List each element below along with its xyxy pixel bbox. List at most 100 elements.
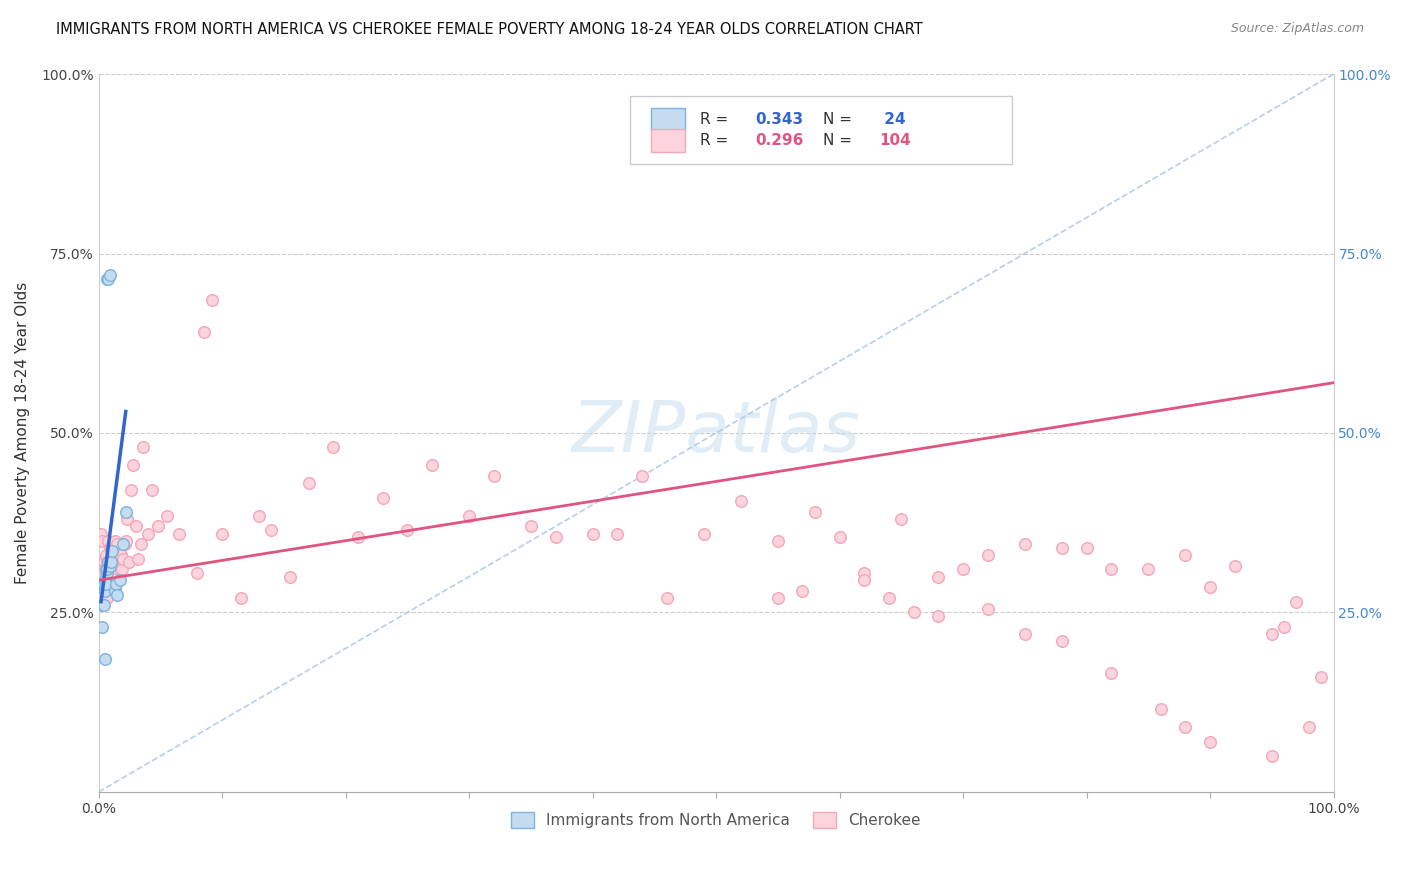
Point — [1050, 541, 1073, 555]
Point — [606, 526, 628, 541]
Point — [1285, 595, 1308, 609]
Point — [97, 555, 120, 569]
Point — [105, 537, 128, 551]
Point — [229, 591, 252, 606]
Point — [100, 580, 122, 594]
Point — [104, 533, 127, 548]
Point — [93, 576, 115, 591]
Point — [1050, 634, 1073, 648]
Point — [260, 523, 283, 537]
Text: 0.296: 0.296 — [755, 133, 804, 147]
Text: 24: 24 — [879, 112, 905, 127]
Point — [98, 541, 121, 555]
Text: N =: N = — [824, 133, 858, 147]
Point — [114, 537, 136, 551]
Point — [124, 519, 146, 533]
Point — [1174, 720, 1197, 734]
Point — [631, 469, 654, 483]
Point — [91, 599, 114, 613]
Point — [101, 544, 124, 558]
Point — [1174, 548, 1197, 562]
Point — [90, 526, 112, 541]
Point — [792, 583, 814, 598]
Point — [100, 555, 122, 569]
Point — [396, 523, 419, 537]
Point — [1014, 537, 1036, 551]
Point — [91, 562, 114, 576]
Point — [458, 508, 481, 523]
Point — [1199, 580, 1222, 594]
Point — [167, 526, 190, 541]
Point — [98, 558, 121, 573]
Point — [371, 491, 394, 505]
Point — [111, 562, 134, 576]
Point — [927, 609, 949, 624]
Point — [201, 293, 224, 308]
Y-axis label: Female Poverty Among 18-24 Year Olds: Female Poverty Among 18-24 Year Olds — [15, 282, 30, 584]
Point — [977, 602, 1000, 616]
Point — [482, 469, 505, 483]
Point — [1298, 720, 1320, 734]
Point — [94, 576, 117, 591]
Point — [136, 526, 159, 541]
Point — [100, 541, 122, 555]
Point — [520, 519, 543, 533]
Point — [420, 458, 443, 473]
Point — [96, 591, 118, 606]
Point — [93, 576, 115, 591]
Point — [1137, 562, 1160, 576]
Point — [127, 551, 149, 566]
Point — [94, 580, 117, 594]
Point — [94, 583, 117, 598]
Text: ZIPatlas: ZIPatlas — [572, 399, 860, 467]
FancyBboxPatch shape — [630, 95, 1012, 164]
Point — [94, 591, 117, 606]
Point — [96, 562, 118, 576]
Point — [1014, 627, 1036, 641]
Point — [132, 441, 155, 455]
Point — [94, 562, 117, 576]
Point — [104, 583, 127, 598]
Point — [1223, 558, 1246, 573]
Point — [211, 526, 233, 541]
Point — [890, 512, 912, 526]
Text: R =: R = — [700, 112, 733, 127]
Point — [297, 476, 319, 491]
Point — [107, 555, 129, 569]
Point — [146, 519, 169, 533]
Point — [93, 599, 115, 613]
Point — [322, 441, 344, 455]
Point — [97, 271, 120, 285]
Point — [94, 562, 117, 576]
Point — [155, 508, 177, 523]
Point — [108, 562, 131, 576]
Point — [655, 591, 678, 606]
Point — [766, 591, 789, 606]
Point — [114, 533, 136, 548]
Point — [903, 606, 925, 620]
Point — [94, 652, 117, 666]
Text: N =: N = — [824, 112, 858, 127]
Point — [96, 566, 118, 580]
Point — [853, 573, 876, 587]
Point — [112, 551, 135, 566]
Text: 0.343: 0.343 — [755, 112, 804, 127]
Point — [1099, 562, 1122, 576]
Point — [115, 512, 138, 526]
Point — [108, 573, 131, 587]
Point — [105, 562, 128, 576]
Point — [96, 271, 118, 285]
Text: R =: R = — [700, 133, 733, 147]
Point — [104, 551, 127, 566]
Point — [110, 548, 132, 562]
Point — [828, 530, 851, 544]
Point — [112, 537, 135, 551]
Point — [804, 505, 827, 519]
Point — [91, 533, 114, 548]
Point — [347, 530, 370, 544]
Point — [98, 268, 121, 282]
Point — [97, 580, 120, 594]
Point — [1099, 666, 1122, 681]
Point — [186, 566, 208, 580]
Point — [1149, 702, 1171, 716]
